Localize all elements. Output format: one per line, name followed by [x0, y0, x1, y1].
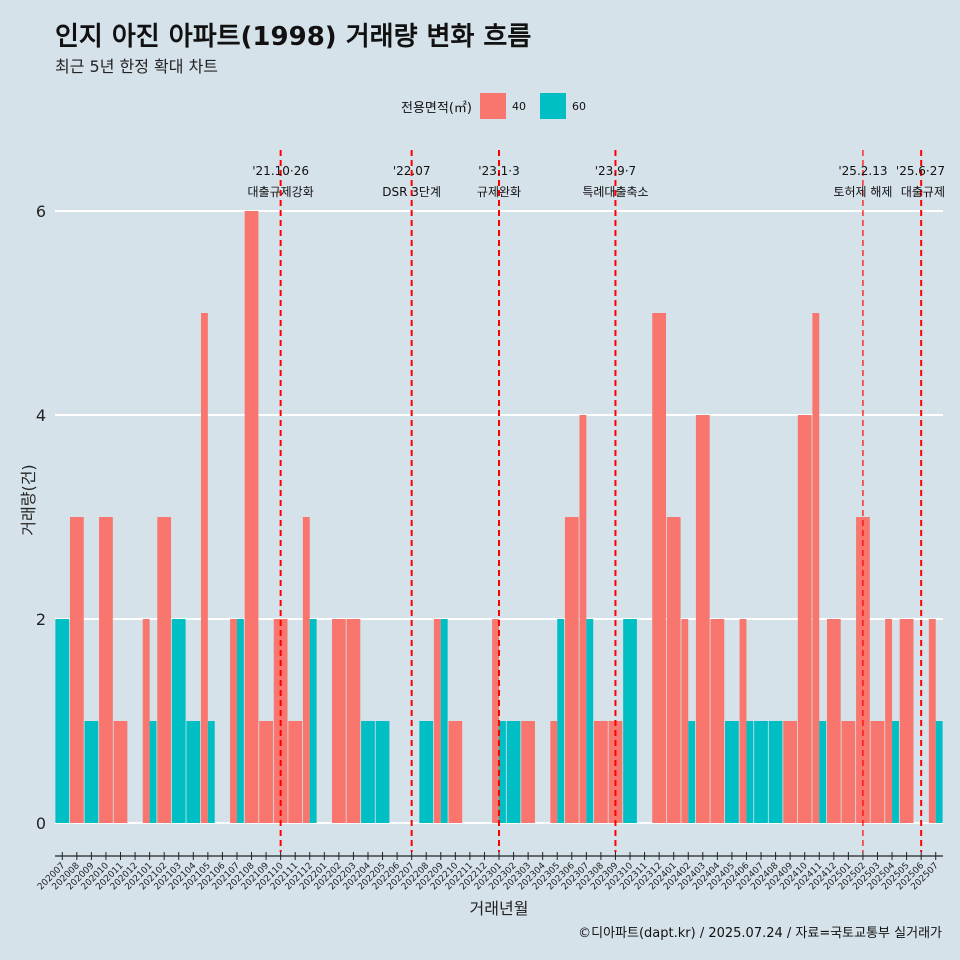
- bar-40-202501: [841, 721, 856, 823]
- bar-40-202410: [797, 415, 812, 823]
- bar-60-202105: [207, 721, 215, 823]
- y-tick-label-0: 0: [36, 814, 46, 833]
- bar-60-202405: [725, 721, 739, 823]
- bar-40-202210: [448, 721, 463, 823]
- bar-40-202505: [899, 619, 914, 823]
- bar-40-202409: [783, 721, 798, 823]
- bar-60-202507: [935, 721, 943, 823]
- bar-40-202203: [346, 619, 361, 823]
- bar-40-202411: [812, 313, 820, 823]
- bar-40-202101: [142, 619, 150, 823]
- bar-60-202009: [84, 721, 99, 823]
- bar-40-202406: [739, 619, 747, 823]
- bar-40-202503: [870, 721, 885, 823]
- bar-40-202504: [885, 619, 893, 823]
- bar-60-202101: [149, 721, 157, 823]
- bar-40-202401: [666, 517, 681, 823]
- y-tick-label-6: 6: [36, 202, 46, 221]
- bar-40-202108: [244, 211, 259, 823]
- chart-title: 인지 아진 아파트(1998) 거래량 변화 흐름: [55, 22, 532, 52]
- source-caption: ©디아파트(dapt.kr) / 2025.07.24 / 자료=국토교통부 실…: [578, 926, 942, 941]
- bar-60-202107: [236, 619, 244, 823]
- bar-40-202307: [579, 415, 587, 823]
- bar-60-202301: [499, 721, 506, 823]
- bar-40-202107: [230, 619, 237, 823]
- bar-40-202202: [331, 619, 346, 823]
- chart-subtitle: 최근 5년 한정 확대 차트: [55, 57, 219, 76]
- bar-40-202403: [695, 415, 710, 823]
- x-axis-title: 거래년월: [470, 899, 529, 918]
- y-axis-title: 거래량(건): [19, 464, 38, 535]
- event-label-202309: 특례대출축소: [582, 185, 648, 199]
- bar-60-202411: [819, 721, 827, 823]
- bar-60-202307: [586, 619, 594, 823]
- event-label-202506: 대출규제: [901, 185, 945, 199]
- bar-40-202301: [492, 619, 499, 823]
- event-date-202506: '25.6·27: [896, 164, 945, 178]
- event-date-202301: '23.1·3: [478, 164, 519, 178]
- bar-40-202404: [710, 619, 725, 823]
- event-label-202207: DSR 3단계: [382, 185, 441, 199]
- event-date-202309: '23.9·7: [595, 164, 636, 178]
- bar-60-202103: [171, 619, 186, 823]
- y-tick-label-2: 2: [36, 610, 46, 629]
- legend-title: 전용면적(㎡): [401, 100, 472, 116]
- bar-40-202112: [302, 517, 310, 823]
- bar-60-202104: [186, 721, 201, 823]
- legend-swatch-40: [479, 93, 506, 119]
- event-date-202502: '25.2.13: [838, 164, 887, 178]
- bar-40-202412: [826, 619, 841, 823]
- bar-40-202111: [288, 721, 303, 823]
- bar-40-202011: [113, 721, 128, 823]
- legend: 전용면적(㎡) 40 60: [401, 93, 592, 119]
- bar-40-202105: [200, 313, 208, 823]
- event-label-202502: 토허제 해제: [833, 185, 892, 199]
- bar-40-202008: [69, 517, 84, 823]
- y-tick-label-4: 4: [36, 406, 46, 425]
- legend-swatch-60: [539, 93, 566, 119]
- event-date-202110: '21.10·26: [252, 164, 309, 178]
- bar-60-202205: [375, 721, 390, 823]
- bar-40-202010: [99, 517, 113, 823]
- bar-40-202308: [594, 721, 608, 823]
- event-label-202110: 대출규제강화: [248, 185, 314, 199]
- legend-label-60: 60: [571, 99, 586, 113]
- legend-label-40: 40: [511, 99, 526, 113]
- bar-60-202204: [361, 721, 375, 823]
- bar-40-202109: [259, 721, 273, 823]
- bar-60-202112: [309, 619, 317, 823]
- bar-40-202507: [928, 619, 936, 823]
- bar-40-202305: [550, 721, 558, 823]
- event-date-202207: '22.07: [393, 164, 431, 178]
- bar-40-202102: [157, 517, 172, 823]
- bar-40-202209: [433, 619, 441, 823]
- bar-40-202303: [521, 721, 535, 823]
- bar-60-202407: [754, 721, 768, 823]
- bar-60-202007: [55, 619, 70, 823]
- bar-40-202312: [652, 313, 667, 823]
- bar-40-202306: [564, 517, 579, 823]
- bar-60-202504: [892, 721, 899, 823]
- bar-60-202408: [768, 721, 783, 823]
- bar-60-202406: [746, 721, 754, 823]
- bar-60-202209: [440, 619, 448, 823]
- bar-40-202402: [681, 619, 689, 823]
- bar-60-202208: [419, 721, 434, 823]
- bar-60-202310: [623, 619, 637, 823]
- bar-60-202302: [506, 721, 521, 823]
- bar-60-202402: [688, 721, 696, 823]
- bar-60-202305: [557, 619, 565, 823]
- event-label-202301: 규제완화: [477, 185, 521, 199]
